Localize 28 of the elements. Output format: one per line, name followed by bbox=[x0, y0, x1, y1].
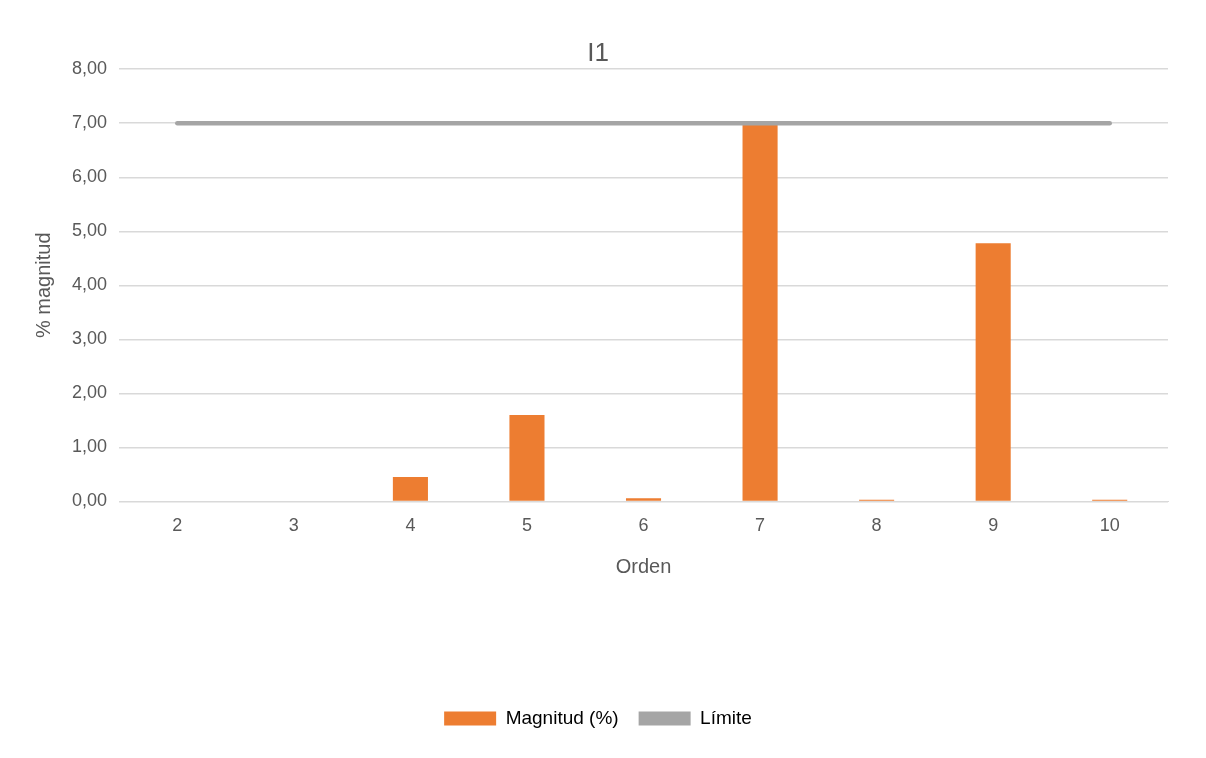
y-axis-title: % magnitud bbox=[31, 232, 54, 339]
bar bbox=[509, 414, 545, 501]
legend-label: Magnitud (%) bbox=[505, 706, 619, 728]
bar bbox=[392, 477, 428, 501]
y-tick-label: 6,00 bbox=[71, 166, 108, 187]
x-tick-label: 5 bbox=[521, 515, 532, 536]
y-tick-label: 5,00 bbox=[71, 220, 108, 241]
y-tick-label: 3,00 bbox=[71, 328, 108, 349]
y-tick-label: 4,00 bbox=[71, 274, 108, 295]
x-tick-label: 3 bbox=[288, 515, 299, 536]
x-tick-label: 7 bbox=[755, 515, 766, 536]
x-tick-label: 9 bbox=[988, 515, 999, 536]
y-tick-label: 7,00 bbox=[71, 112, 108, 133]
chart-title: I1 bbox=[587, 36, 609, 67]
y-tick-label: 2,00 bbox=[71, 382, 108, 403]
x-axis-title: Orden bbox=[615, 554, 672, 577]
x-tick-label: 2 bbox=[172, 515, 183, 536]
y-tick-label: 8,00 bbox=[71, 58, 108, 79]
legend-label: Límite bbox=[700, 706, 752, 728]
bar bbox=[625, 498, 662, 501]
y-tick-label: 0,00 bbox=[71, 490, 108, 511]
x-tick-label: 10 bbox=[1099, 515, 1120, 536]
bar bbox=[742, 124, 778, 501]
x-tick-label: 4 bbox=[405, 515, 416, 536]
x-tick-label: 6 bbox=[638, 515, 649, 536]
y-tick-label: 1,00 bbox=[71, 436, 108, 457]
bar bbox=[975, 243, 1011, 501]
x-tick-label: 8 bbox=[871, 515, 882, 536]
